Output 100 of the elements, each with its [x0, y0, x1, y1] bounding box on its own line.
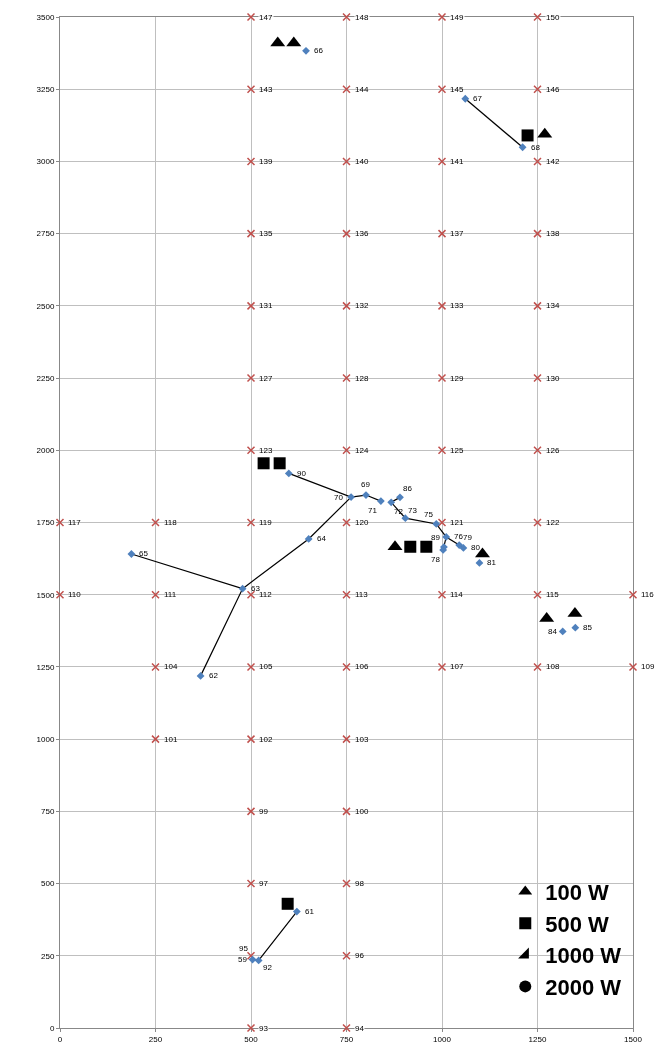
- annotation: 75: [424, 510, 434, 519]
- annotation: 62: [209, 671, 219, 680]
- annotation: 130: [546, 374, 560, 383]
- y-tick-label: 250: [41, 951, 55, 961]
- annotation: 141: [450, 157, 464, 166]
- annotation: 85: [583, 623, 593, 632]
- y-tick-label: 3000: [36, 157, 55, 167]
- annotation: 124: [355, 446, 369, 455]
- x-tick-label: 0: [57, 1034, 63, 1044]
- annotation: 98: [355, 879, 365, 888]
- annotation: 113: [355, 590, 369, 599]
- annotation: 96: [355, 951, 365, 960]
- annotation: 118: [164, 518, 178, 527]
- annotation: 105: [259, 662, 273, 671]
- annotation: 67: [473, 94, 483, 103]
- y-tick-label: 2000: [36, 446, 55, 456]
- annotation: 135: [259, 229, 273, 238]
- annotation: 140: [355, 157, 369, 166]
- annotation: 107: [450, 662, 464, 671]
- x-tick-label: 250: [148, 1034, 163, 1044]
- annotation: 90: [297, 469, 307, 478]
- y-tick-label: 750: [41, 807, 55, 817]
- annotation: 70: [334, 493, 344, 502]
- annotation: 109: [641, 662, 655, 671]
- annotation: 102: [259, 735, 273, 744]
- legend-label: 2000 W: [545, 974, 622, 1000]
- y-tick-label: 2500: [36, 301, 55, 311]
- annotation: 128: [355, 374, 369, 383]
- annotation: 131: [259, 301, 273, 310]
- y-tick-label: 500: [41, 879, 55, 889]
- annotation: 79: [463, 533, 473, 542]
- annotation: 73: [408, 506, 418, 515]
- annotation: 111: [164, 590, 177, 599]
- annotation: 103: [355, 735, 369, 744]
- x-tick-label: 1500: [624, 1034, 643, 1044]
- annotation: 150: [546, 13, 560, 22]
- annotation: 59: [238, 955, 248, 964]
- annotation: 116: [641, 590, 655, 599]
- y-tick-label: 0: [49, 1023, 55, 1033]
- annotation: 117: [68, 518, 82, 527]
- annotation: 138: [546, 229, 560, 238]
- annotation: 97: [259, 879, 269, 888]
- annotation: 89: [431, 533, 441, 542]
- annotation: 94: [355, 1024, 365, 1033]
- annotation: 65: [139, 549, 149, 558]
- x-tick-label: 1000: [433, 1034, 452, 1044]
- annotation: 134: [546, 301, 560, 310]
- annotation: 144: [355, 85, 369, 94]
- annotation: 92: [263, 963, 273, 972]
- annotation: 101: [164, 735, 178, 744]
- annotation: 80: [471, 543, 481, 552]
- annotation: 137: [450, 229, 464, 238]
- annotation: 148: [355, 13, 369, 22]
- annotation: 99: [259, 807, 269, 816]
- x-tick-label: 1250: [528, 1034, 547, 1044]
- annotation: 63: [251, 584, 261, 593]
- annotation: 110: [68, 590, 82, 599]
- y-tick-label: 1000: [36, 734, 55, 744]
- annotation: 68: [531, 143, 541, 152]
- y-tick-label: 1250: [36, 662, 55, 672]
- annotation: 78: [431, 555, 441, 564]
- annotation: 143: [259, 85, 273, 94]
- annotation: 106: [355, 662, 369, 671]
- y-tick-label: 2750: [36, 229, 55, 239]
- annotation: 142: [546, 157, 560, 166]
- annotation: 146: [546, 85, 560, 94]
- annotation: 139: [259, 157, 273, 166]
- y-tick-label: 2250: [36, 373, 55, 383]
- y-tick-label: 1500: [36, 590, 55, 600]
- annotation: 132: [355, 301, 369, 310]
- annotation: 95: [239, 944, 249, 953]
- annotation: 81: [487, 558, 497, 567]
- annotation: 126: [546, 446, 560, 455]
- annotation: 147: [259, 13, 273, 22]
- annotation: 69: [361, 480, 371, 489]
- y-tick-label: 1750: [36, 518, 55, 528]
- annotation: 120: [355, 518, 369, 527]
- x-tick-label: 750: [339, 1034, 354, 1044]
- annotation: 100: [355, 807, 369, 816]
- annotation: 108: [546, 662, 560, 671]
- annotation: 136: [355, 229, 369, 238]
- annotation: 133: [450, 301, 464, 310]
- annotation: 86: [403, 484, 413, 493]
- legend-label: 1000 W: [545, 943, 622, 969]
- annotation: 64: [317, 534, 327, 543]
- annotation: 115: [546, 590, 560, 599]
- annotation: 114: [450, 590, 464, 599]
- annotation: 66: [314, 46, 324, 55]
- annotation: 84: [548, 627, 558, 636]
- annotation: 112: [259, 590, 273, 599]
- annotation: 123: [259, 446, 273, 455]
- annotation: 76: [454, 532, 464, 541]
- annotation: 119: [259, 518, 273, 527]
- annotation: 149: [450, 13, 464, 22]
- annotation: 127: [259, 374, 273, 383]
- legend-label: 100 W: [545, 880, 610, 906]
- annotation: 104: [164, 662, 178, 671]
- annotation: 145: [450, 85, 464, 94]
- annotation: 93: [259, 1024, 269, 1033]
- y-tick-label: 3500: [36, 12, 55, 22]
